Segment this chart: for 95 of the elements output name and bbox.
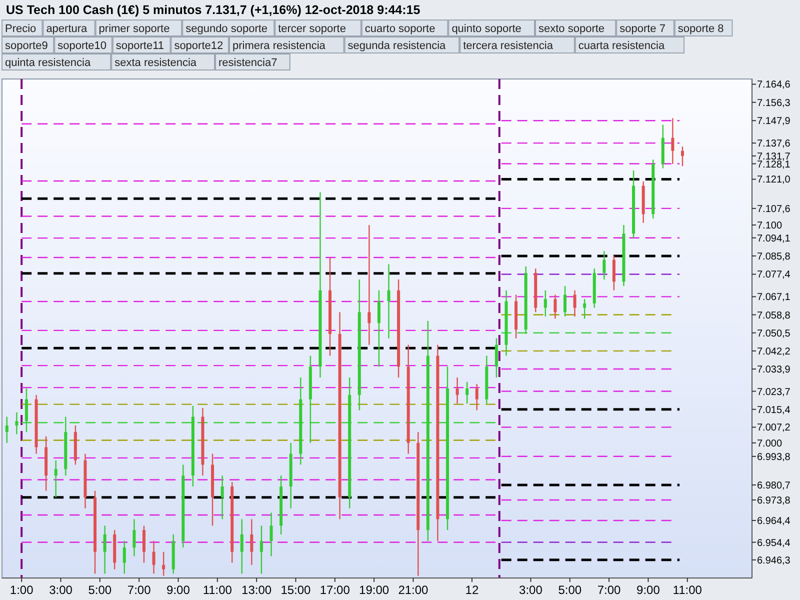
text: quinta resistencia	[5, 57, 92, 69]
candlestick	[387, 264, 390, 339]
candlestick	[466, 381, 469, 404]
candlestick	[563, 285, 566, 318]
candlestick	[15, 412, 18, 435]
text: soporte11	[116, 40, 164, 52]
y-tick-label: 7.042,2	[757, 346, 791, 358]
x-tick-label: 9:00	[166, 583, 190, 597]
x-tick-label: 3:00	[519, 583, 543, 597]
x-tick-label: 15:00	[280, 583, 312, 597]
y-tick-label: 6.946,3	[757, 555, 791, 566]
candlestick	[142, 525, 146, 564]
y-tick-label: 7.077,4	[757, 270, 791, 281]
candlestick	[132, 518, 136, 557]
text: segundo soporte	[186, 23, 268, 35]
y-tick-label: 7.033,9	[757, 364, 791, 376]
text: quinto soporte	[452, 23, 522, 35]
text: soporte10	[58, 40, 107, 52]
candlestick	[24, 388, 28, 433]
x-tick-label: 17:00	[320, 583, 350, 597]
text: tercera resistencia	[463, 40, 554, 52]
text: cuarta resistencia	[578, 40, 666, 52]
y-tick-label: 7.058,8	[757, 310, 791, 322]
y-tick-label: 7.007,2	[757, 422, 791, 434]
text: segunda resistencia	[348, 40, 447, 52]
candlestick	[250, 518, 254, 566]
x-tick-label: 1:00	[10, 583, 34, 597]
text: primer soporte	[98, 23, 170, 35]
candlestick	[612, 254, 616, 291]
x-tick-label: 11:00	[202, 583, 232, 597]
y-tick-label: 7.050,5	[757, 328, 791, 340]
text: soporte9	[5, 40, 48, 52]
candlestick	[456, 376, 459, 404]
candlestick	[554, 294, 557, 320]
y-tick-label: 6.964,4	[757, 516, 791, 527]
x-tick-label: 7:00	[127, 583, 152, 597]
y-tick-label: 7.100	[757, 220, 782, 232]
y-tick-label: 6.954,4	[757, 538, 791, 549]
candlestick	[377, 290, 380, 368]
y-tick-label: 6.973,8	[757, 495, 791, 506]
text: resistencia7	[218, 57, 278, 69]
candlestick	[573, 290, 576, 318]
candlestick	[122, 540, 126, 574]
y-tick-label: 7.156,3	[757, 98, 791, 109]
y-tick-label: 7.067,1	[757, 292, 791, 304]
x-tick-label: 7:00	[597, 583, 622, 597]
y-tick-label: 7.107,6	[757, 204, 791, 215]
candlestick	[544, 290, 547, 318]
text: tercer soporte	[278, 23, 346, 35]
candlestick	[240, 518, 244, 574]
y-tick-label: 7.137,6	[757, 138, 791, 150]
text: sexto soporte	[538, 23, 605, 35]
candlestick	[162, 551, 166, 576]
candlestick	[54, 460, 58, 498]
candlestick	[583, 298, 586, 320]
y-tick-label: 7.121,0	[757, 174, 791, 186]
text: soporte 8	[678, 23, 724, 35]
y-tick-label: 7.085,8	[757, 251, 791, 262]
candlestick	[152, 540, 156, 574]
candlestick	[680, 146, 684, 167]
text: soporte 7	[620, 23, 666, 35]
x-tick-label: 19:00	[359, 583, 390, 597]
candlestick	[494, 338, 498, 378]
candlestick	[602, 250, 606, 280]
text: primera resistencia	[232, 40, 326, 52]
text: soporte12	[174, 40, 224, 52]
candlestick	[260, 525, 263, 574]
y-tick-label: 7.164,6	[757, 80, 791, 91]
candlestick	[5, 416, 8, 444]
text: apertura	[46, 23, 88, 35]
text: cuarto soporte	[364, 23, 436, 35]
candlestick	[270, 512, 273, 557]
x-tick-label: 5:00	[558, 583, 582, 597]
y-tick-label: 7.147,9	[757, 116, 791, 128]
y-tick-label: 6.980,7	[757, 480, 791, 492]
x-tick-label: 11:00	[672, 583, 702, 597]
x-tick-label: 21:00	[398, 583, 429, 597]
candlestick	[103, 525, 106, 574]
y-tick-label: 6.993,8	[757, 452, 791, 463]
x-tick-label: 9:00	[636, 583, 660, 597]
text: Precio	[5, 23, 36, 35]
x-tick-label: 3:00	[49, 583, 73, 597]
candlestick	[671, 118, 674, 165]
x-tick-label: 12	[465, 583, 479, 597]
y-tick-label: 7.023,7	[757, 386, 791, 398]
candlestick	[220, 474, 224, 520]
y-tick-label: 7.015,4	[757, 404, 791, 416]
y-tick-label: 7.000	[757, 438, 782, 450]
chart-title: US Tech 100 Cash (1€) 5 minutos 7.131,7 (+1,16%) 12-oct-2018 9:44:15	[6, 3, 420, 17]
x-tick-label: 13:00	[242, 583, 272, 597]
x-tick-label: 5:00	[88, 583, 112, 597]
text: sexta resistencia	[114, 57, 198, 69]
candlestick	[368, 224, 371, 346]
y-tick-label: 7.094,1	[757, 233, 791, 244]
candlestick	[475, 383, 478, 411]
